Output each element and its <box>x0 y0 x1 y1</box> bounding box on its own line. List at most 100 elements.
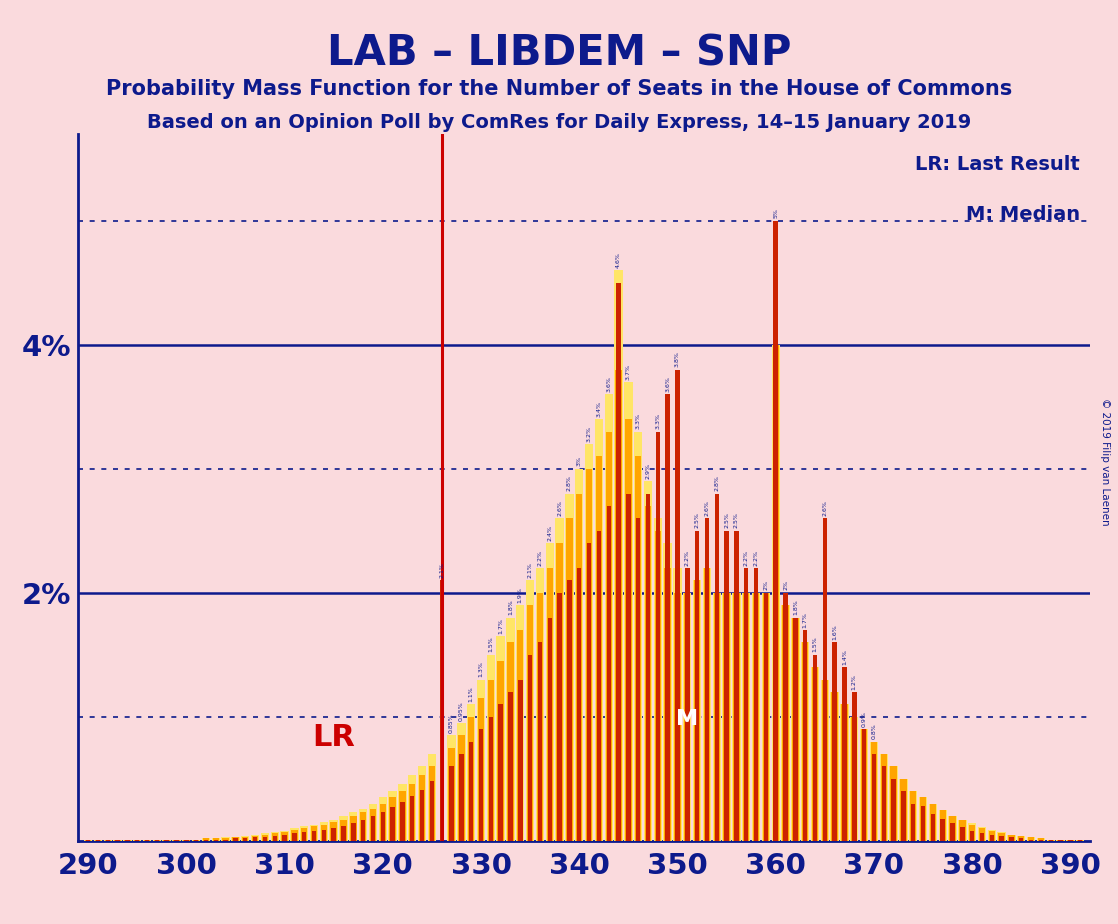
Bar <box>241 836 249 841</box>
Bar <box>528 655 532 841</box>
Bar <box>635 456 642 841</box>
Bar <box>105 840 111 841</box>
Bar <box>370 808 376 841</box>
Bar <box>134 840 141 841</box>
Bar <box>499 704 503 841</box>
Bar <box>292 833 296 841</box>
Text: 1.5%: 1.5% <box>489 637 493 652</box>
Text: 1.7%: 1.7% <box>499 618 503 634</box>
Bar <box>184 840 189 841</box>
Bar <box>448 748 455 841</box>
Text: 0.8%: 0.8% <box>871 723 877 739</box>
Bar <box>203 840 208 841</box>
Bar <box>321 825 328 841</box>
Bar <box>703 568 711 841</box>
Bar <box>999 836 1004 841</box>
Bar <box>921 806 926 841</box>
Bar <box>281 831 288 841</box>
Bar <box>703 568 710 841</box>
Bar <box>359 808 368 841</box>
Bar <box>340 820 347 841</box>
Bar <box>145 840 149 841</box>
Text: 3%: 3% <box>577 456 581 467</box>
Bar <box>300 826 309 841</box>
Bar <box>1046 840 1055 841</box>
Bar <box>822 680 828 841</box>
Bar <box>479 729 483 841</box>
Bar <box>212 838 219 841</box>
Bar <box>823 518 827 841</box>
Text: 3.6%: 3.6% <box>665 376 670 392</box>
Bar <box>1039 840 1043 841</box>
Bar <box>833 642 837 841</box>
Bar <box>802 642 808 841</box>
Bar <box>163 840 170 841</box>
Text: 3.3%: 3.3% <box>655 413 661 429</box>
Bar <box>331 822 337 841</box>
Bar <box>192 840 200 841</box>
Bar <box>536 568 544 841</box>
Bar <box>930 813 935 841</box>
Text: 3.4%: 3.4% <box>596 401 601 417</box>
Bar <box>920 797 926 841</box>
Bar <box>850 717 859 841</box>
Bar <box>872 754 877 841</box>
Bar <box>968 823 976 841</box>
Text: 1.2%: 1.2% <box>852 674 856 689</box>
Bar <box>310 825 319 841</box>
Bar <box>369 804 377 841</box>
Bar <box>428 754 436 841</box>
Bar <box>1057 840 1064 841</box>
Bar <box>509 692 513 841</box>
Bar <box>172 840 181 841</box>
Bar <box>527 605 533 841</box>
Text: 1.9%: 1.9% <box>518 587 523 602</box>
Bar <box>339 816 348 841</box>
Text: 1.8%: 1.8% <box>793 600 798 615</box>
Text: 2.8%: 2.8% <box>714 475 719 492</box>
Bar <box>546 543 553 841</box>
Bar <box>625 419 632 841</box>
Text: 2.1%: 2.1% <box>528 562 532 578</box>
Bar <box>567 580 571 841</box>
Text: 2.6%: 2.6% <box>704 500 710 516</box>
Bar <box>616 283 620 841</box>
Bar <box>712 593 721 841</box>
Bar <box>654 518 662 841</box>
Text: 2%: 2% <box>764 580 768 590</box>
Bar <box>272 833 278 841</box>
Bar <box>486 655 495 841</box>
Bar <box>457 723 465 841</box>
Bar <box>124 840 131 841</box>
Bar <box>803 630 807 841</box>
Bar <box>655 530 661 841</box>
Text: 1.3%: 1.3% <box>479 662 483 677</box>
Bar <box>1059 840 1063 841</box>
Bar <box>331 829 335 841</box>
Bar <box>596 456 603 841</box>
Bar <box>283 834 286 841</box>
Bar <box>694 580 700 841</box>
Text: 2%: 2% <box>783 580 788 590</box>
Bar <box>114 840 121 841</box>
Text: LR: Last Result: LR: Last Result <box>916 155 1080 175</box>
Text: 0.85%: 0.85% <box>449 713 454 733</box>
Bar <box>556 518 563 841</box>
Text: 3.7%: 3.7% <box>626 363 631 380</box>
Bar <box>870 742 878 841</box>
Bar <box>350 816 357 841</box>
Bar <box>302 833 306 841</box>
Bar <box>634 432 643 841</box>
Bar <box>1038 838 1044 841</box>
Bar <box>349 812 358 841</box>
Bar <box>214 840 218 841</box>
Bar <box>282 833 287 841</box>
Bar <box>183 840 190 841</box>
Bar <box>153 840 161 841</box>
Bar <box>525 580 534 841</box>
Bar <box>743 568 748 841</box>
Bar <box>774 221 778 841</box>
Bar <box>752 593 759 841</box>
Bar <box>742 593 750 841</box>
Bar <box>518 630 523 841</box>
